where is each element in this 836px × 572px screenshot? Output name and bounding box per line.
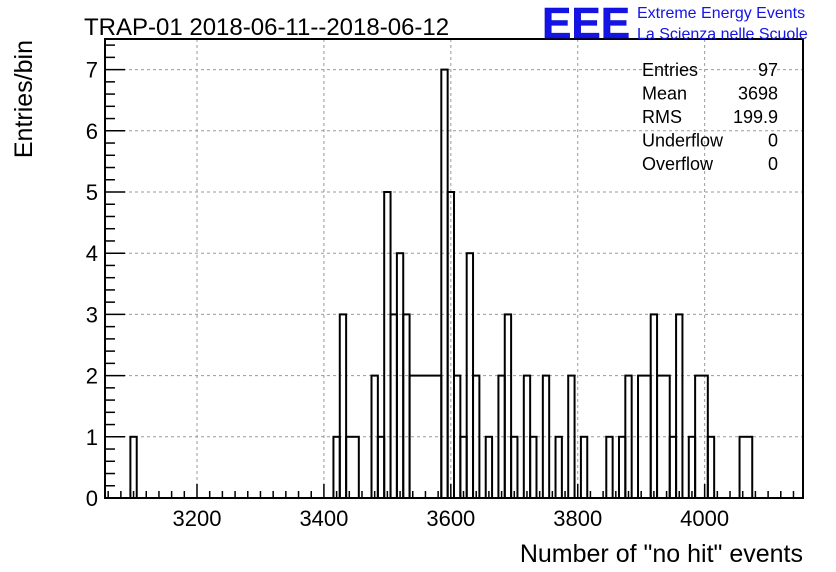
- x-axis-label: Number of "no hit" events: [520, 540, 803, 568]
- stats-label: RMS: [642, 107, 682, 127]
- histogram-bars: [129, 68, 754, 500]
- histogram-bin: [605, 435, 614, 499]
- histogram-bin: [567, 374, 576, 500]
- logo-mark: EEE: [542, 0, 630, 48]
- chart-title: TRAP-01 2018-06-11--2018-06-12: [84, 14, 449, 41]
- histogram-bin: [579, 435, 589, 499]
- x-tick-label: 3600: [426, 506, 475, 531]
- histogram-bin: [554, 435, 563, 499]
- y-tick-label: 4: [86, 241, 98, 266]
- histogram-bin: [706, 435, 716, 499]
- x-tick-label: 4000: [680, 506, 729, 531]
- x-tick-label: 3400: [299, 506, 348, 531]
- stats-box: Entries 97 Mean 3698 RMS 199.9 Underflow 0 Overf…: [642, 60, 778, 174]
- stats-value: 0: [768, 154, 778, 174]
- axis-ticks: [105, 44, 795, 499]
- y-tick-label: 5: [86, 180, 98, 205]
- histogram-bin: [541, 374, 551, 500]
- x-tick-label: 3800: [553, 506, 602, 531]
- stats-value: 0: [768, 131, 778, 151]
- y-tick-label: 2: [86, 364, 98, 389]
- y-tick-label: 0: [86, 486, 98, 511]
- histogram-bin: [738, 435, 754, 499]
- stats-value: 97: [758, 60, 778, 80]
- histogram-bin: [129, 435, 138, 499]
- y-tick-label: 7: [86, 58, 98, 83]
- y-tick-label: 1: [86, 425, 98, 450]
- histogram-bin: [675, 313, 684, 499]
- histogram-bin: [529, 435, 538, 499]
- stats-label: Underflow: [642, 131, 724, 151]
- eee-logo: EEE Extreme Energy Events La Scienza nel…: [542, 0, 808, 48]
- y-tick-label: 6: [86, 119, 98, 144]
- histogram-bin: [484, 435, 494, 499]
- histogram-bin: [510, 435, 519, 499]
- y-axis-label: Entries/bin: [10, 40, 38, 158]
- stats-value: 199.9: [733, 107, 778, 127]
- logo-line-2: La Scienza nelle Scuole: [637, 26, 808, 43]
- plot-frame: [104, 38, 804, 499]
- tick-labels: 3200 3400 3600 3800 4000 0 1 2 3 4 5 6 7: [86, 58, 729, 531]
- histogram-bin: [472, 374, 481, 500]
- stats-label: Mean: [642, 84, 687, 104]
- y-tick-label: 3: [86, 302, 98, 327]
- stats-label: Entries: [642, 60, 698, 80]
- stats-value: 3698: [738, 84, 778, 104]
- histogram-bin: [345, 435, 360, 499]
- logo-line-1: Extreme Energy Events: [637, 5, 805, 22]
- stats-label: Overflow: [642, 154, 714, 174]
- x-tick-label: 3200: [173, 506, 222, 531]
